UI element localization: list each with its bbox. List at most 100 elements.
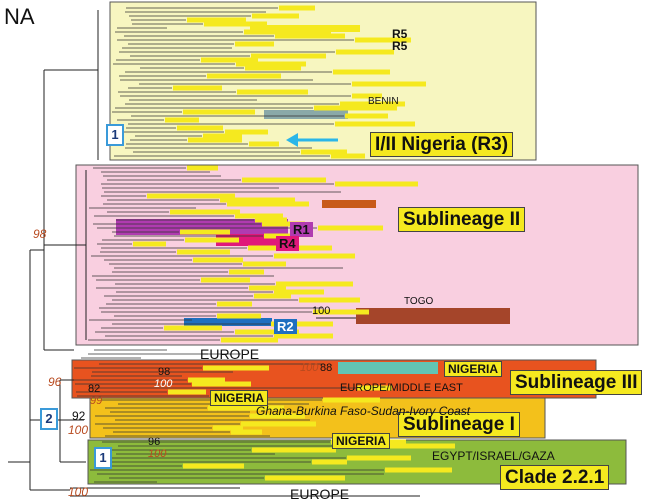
- leaf-label-marker: [165, 117, 199, 123]
- bootstrap-100e: 100: [68, 485, 89, 499]
- sublineage-ii-dark-rows: [322, 200, 376, 208]
- leaf-label-marker: [201, 57, 258, 63]
- leaf-label-marker: [274, 289, 324, 295]
- nigeria-r3-label: I/II Nigeria (R3): [370, 132, 514, 157]
- leaf-label-marker: [252, 13, 299, 19]
- leaf-label-marker: [275, 33, 345, 39]
- leaf-label-marker: [231, 429, 262, 435]
- leaf-label-marker: [192, 381, 251, 387]
- leaf-label-marker: [185, 237, 239, 243]
- leaf-label-marker: [251, 53, 326, 59]
- leaf-label-marker: [242, 177, 326, 183]
- leaf-label-marker: [225, 129, 268, 135]
- leaf-label-marker: [318, 225, 383, 231]
- leaf-label-marker: [385, 467, 452, 473]
- nigeria-iii-highlight: [338, 362, 438, 374]
- leaf-label-marker: [193, 257, 243, 263]
- leaf-label-marker: [168, 389, 206, 395]
- leaf-label-marker: [187, 17, 246, 23]
- leaf-label-marker: [301, 149, 347, 155]
- bootstrap-92: 92: [72, 409, 86, 423]
- leaf-label-marker: [250, 413, 305, 419]
- leaf-label-marker: [252, 447, 336, 453]
- leaf-label-marker: [187, 165, 218, 171]
- leaf-label-marker: [249, 141, 279, 147]
- leaf-label-marker: [255, 217, 287, 223]
- benin-label: BENIN: [368, 96, 399, 107]
- bootstrap-98b: 98: [158, 366, 171, 378]
- leaf-label-marker: [313, 309, 369, 315]
- panel-label: NA: [4, 4, 35, 29]
- leaf-label-marker: [235, 213, 283, 219]
- leaf-label-marker: [299, 297, 360, 303]
- egypt-label: EGYPT/ISRAEL/GAZA: [432, 449, 555, 463]
- ghana-label: Ghana-Burkina Faso-Sudan-Ivory Coast: [256, 404, 471, 418]
- tree-branches: [8, 10, 420, 497]
- leaf-label-marker: [245, 65, 301, 71]
- leaf-label-marker: [333, 69, 390, 75]
- leaf-label-marker: [279, 5, 315, 11]
- leaf-label-marker: [335, 181, 418, 187]
- leaf-label-marker: [314, 105, 397, 111]
- leaf-label-marker: [357, 385, 392, 391]
- leaf-label-marker: [203, 133, 242, 139]
- nigeria-221-label: NIGERIA: [332, 433, 391, 449]
- leaf-label-marker: [336, 49, 394, 55]
- leaf-label-marker: [323, 397, 380, 403]
- leaf-label-marker: [208, 405, 284, 411]
- leaf-label-marker: [243, 261, 286, 267]
- leaf-label-marker: [340, 101, 405, 107]
- leaf-label-marker: [274, 333, 333, 339]
- leaf-label-marker: [237, 89, 308, 95]
- leaf-label-marker: [331, 153, 365, 159]
- bootstrap-100a: 100: [154, 378, 173, 390]
- leaf-label-marker: [335, 121, 415, 127]
- leaf-label-marker: [188, 137, 242, 143]
- leaf-label-marker: [274, 253, 355, 259]
- leaf-label-marker: [235, 41, 274, 47]
- bootstrap-88: 88: [320, 362, 333, 374]
- leaf-label-marker: [235, 329, 299, 335]
- r1-highlight: [116, 219, 288, 235]
- leaf-label-marker: [244, 29, 331, 35]
- leaf-label-marker: [204, 21, 267, 27]
- leaf-label-marker: [312, 459, 347, 465]
- leaf-label-marker: [221, 337, 278, 343]
- europe-top-label: EUROPE: [200, 346, 260, 362]
- number-box-nigeria: 1: [106, 124, 124, 146]
- r5-label-a: R5: [392, 27, 408, 41]
- leaf-label-marker: [229, 269, 264, 275]
- bootstrap-100d: 100: [148, 448, 167, 460]
- leaf-label-marker: [276, 281, 353, 287]
- leaf-label-marker: [345, 113, 388, 119]
- leaf-label-marker: [352, 93, 382, 99]
- number-box-2: 2: [40, 408, 58, 430]
- leaf-label-marker: [177, 249, 230, 255]
- clade-221-label: Clade 2.2.1: [500, 465, 610, 490]
- leaf-label-marker: [133, 241, 166, 247]
- leaf-label-marker: [370, 443, 455, 449]
- r4-label: R4: [276, 236, 299, 251]
- leaf-label-marker: [177, 125, 223, 131]
- bootstrap-98: 98: [33, 227, 47, 241]
- r1-label: R1: [290, 222, 313, 237]
- leaf-label-marker: [183, 463, 244, 469]
- sublineage-ii-label: Sublineage II: [398, 207, 526, 232]
- sublineage-iii-label: Sublineage III: [510, 370, 643, 395]
- leaf-label-marker: [254, 293, 291, 299]
- leaf-label-marker: [355, 37, 411, 43]
- leaf-label-marker: [201, 277, 250, 283]
- bootstrap-82: 82: [88, 383, 101, 395]
- leaf-label-marker: [180, 229, 230, 235]
- r5-label-b: R5: [392, 39, 408, 53]
- leaf-label-marker: [147, 193, 235, 199]
- leaf-label-marker: [213, 425, 243, 431]
- bootstrap-100c: 100: [68, 423, 89, 437]
- leaf-label-marker: [220, 197, 295, 203]
- benin-highlight: [264, 110, 348, 119]
- leaf-label-marker: [352, 81, 426, 87]
- bootstrap-96b: 96: [148, 436, 161, 448]
- bootstrap-100b: 100: [300, 362, 319, 374]
- leaf-label-marker: [164, 325, 222, 331]
